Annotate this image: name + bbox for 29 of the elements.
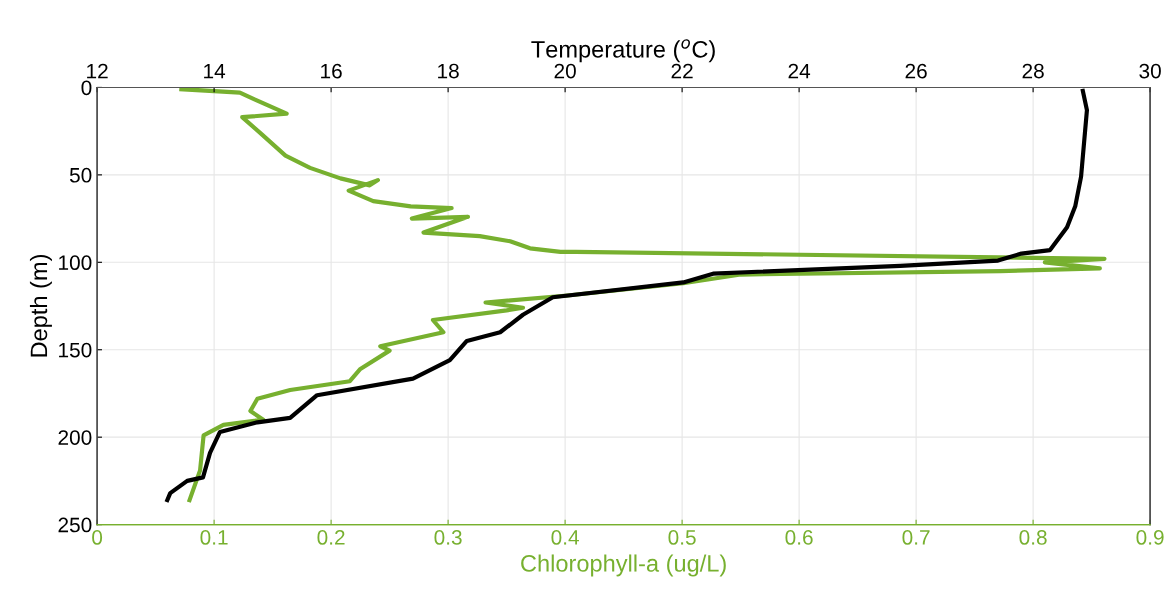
x2-axis-title: Temperature ($^{o}$C): [531, 39, 715, 63]
x-tick-label: 0.3: [434, 530, 462, 545]
y-axis-title: Depth (m): [29, 255, 52, 357]
x2-tick-label: 14: [204, 63, 226, 79]
x-tick-label: 0.8: [1019, 530, 1047, 545]
x2-tick-label: 26: [905, 63, 927, 79]
x2-tick-label: 24: [788, 63, 811, 79]
y-tick-label: 100: [59, 255, 92, 271]
x2-tick-label: 22: [671, 63, 693, 79]
x2-tick-label: 28: [1022, 63, 1044, 79]
x2-tick-label: 18: [438, 63, 459, 79]
x-tick-label: 0.1: [200, 530, 228, 545]
x-tick-label: 0.7: [902, 530, 930, 545]
x2-tick-label: 20: [554, 63, 576, 79]
x-tick-label: 0.2: [317, 530, 345, 545]
x-tick-label: 0.4: [551, 530, 579, 545]
y-tick-label: 0: [81, 80, 92, 96]
y-tick-label: 200: [58, 430, 92, 445]
y-tick-label: 250: [58, 517, 92, 533]
x-tick-label: 0: [92, 530, 103, 545]
x2-tick-label: 12: [87, 63, 108, 79]
x-axis-title: Chlorophyll-a (ug/L): [521, 554, 726, 577]
x-tick-label: 0.9: [1136, 530, 1164, 545]
x-tick-label: 0.6: [785, 530, 813, 545]
y-tick-label: 150: [59, 342, 92, 358]
x2-tick-label: 30: [1139, 63, 1161, 79]
x-tick-label: 0.5: [668, 530, 696, 545]
x2-tick-label: 16: [321, 63, 342, 79]
y-tick-label: 50: [69, 167, 92, 183]
